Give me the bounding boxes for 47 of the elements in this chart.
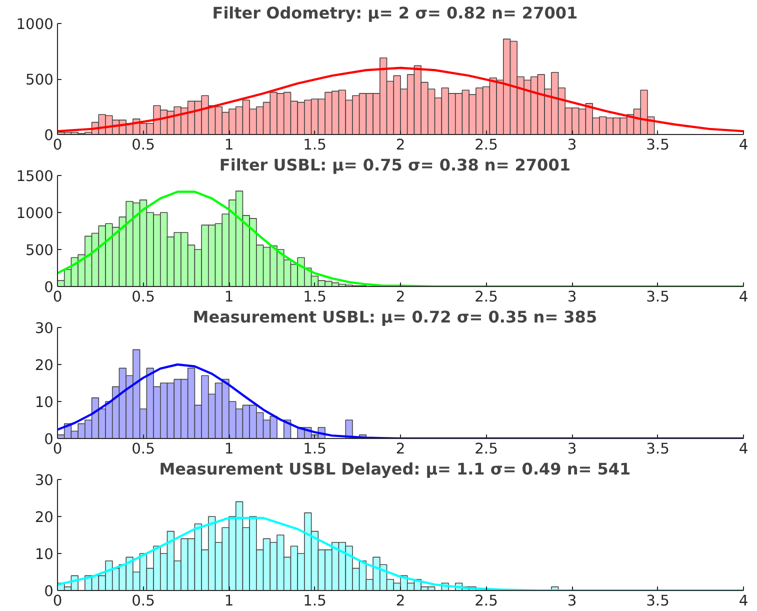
x-tick-label: 4 — [738, 136, 748, 154]
x-tick-label: 2 — [396, 288, 406, 306]
x-tick-label: 3 — [567, 440, 577, 458]
x-tick-label: 2.5 — [474, 136, 498, 154]
y-tick-label: 500 — [26, 242, 54, 259]
y-tick-label: 500 — [26, 72, 54, 88]
x-tick-label: 3.5 — [646, 288, 670, 306]
y-tick-label: 10 — [34, 546, 54, 563]
chart-title: Measurement USBL: μ= 0.72 σ= 0.35 n= 385 — [192, 308, 598, 326]
x-tick-label: 3.5 — [646, 592, 670, 610]
y-tick-label: 1500 — [16, 168, 54, 185]
y-tick-label: 30 — [34, 472, 54, 489]
x-tick-label: 3 — [567, 288, 577, 306]
x-tick-label: 4 — [738, 592, 748, 610]
x-tick-label: 4 — [738, 440, 748, 458]
chart-title: Filter Odometry: μ= 2 σ= 0.82 n= 27001 — [212, 4, 578, 22]
x-tick-label: 1 — [224, 136, 234, 154]
y-tick-label: 20 — [34, 509, 54, 526]
x-tick-label: 0.5 — [132, 592, 155, 610]
x-tick-label: 3.5 — [646, 440, 670, 458]
x-tick-label: 0.5 — [132, 440, 155, 458]
chart-title: Filter USBL: μ= 0.75 σ= 0.38 n= 27001 — [219, 156, 570, 174]
x-tick-label: 0.5 — [132, 288, 155, 306]
x-tick-label: 1 — [224, 288, 234, 306]
x-tick-label: 0.5 — [132, 136, 155, 154]
y-tick-label: 20 — [34, 357, 54, 374]
x-tick-label: 3 — [567, 136, 577, 154]
y-tick-label: 1000 — [16, 16, 54, 33]
y-tick-label: 1000 — [16, 205, 54, 222]
x-tick-label: 2.5 — [474, 440, 498, 458]
y-tick-label: 10 — [34, 394, 54, 411]
x-tick-label: 2.5 — [474, 592, 498, 610]
x-tick-label: 2 — [396, 136, 406, 154]
x-tick-label: 2.5 — [474, 288, 498, 306]
x-tick-label: 1 — [224, 592, 234, 610]
x-tick-label: 2 — [396, 592, 406, 610]
y-tick-label: 30 — [34, 320, 54, 337]
x-tick-label: 2 — [396, 440, 406, 458]
x-tick-label: 1 — [224, 440, 234, 458]
x-tick-label: 3 — [567, 592, 577, 610]
x-tick-label: 3.5 — [646, 136, 670, 154]
chart-title: Measurement USBL Delayed: μ= 1.1 σ= 0.49 n= 541 — [159, 460, 631, 478]
x-tick-label: 4 — [738, 288, 748, 306]
x-tick-label: 1.5 — [303, 440, 326, 458]
x-tick-label: 1.5 — [303, 288, 326, 306]
x-tick-label: 1.5 — [303, 592, 326, 610]
x-tick-label: 1.5 — [303, 136, 326, 154]
